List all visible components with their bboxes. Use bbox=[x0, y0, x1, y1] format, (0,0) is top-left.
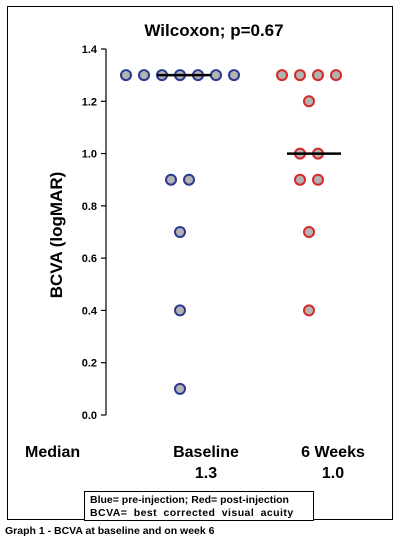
chart-title: Wilcoxon; p=0.67 bbox=[144, 21, 283, 40]
legend-line-color-key: Blue= pre-injection; Red= post-injection bbox=[90, 494, 289, 506]
data-point bbox=[276, 69, 288, 82]
data-point bbox=[174, 304, 186, 317]
median-lines bbox=[157, 73, 341, 155]
data-point bbox=[210, 69, 222, 82]
data-point bbox=[312, 173, 324, 186]
data-point bbox=[174, 382, 186, 395]
y-tick-label: 1.2 bbox=[82, 96, 97, 108]
median-label: Median bbox=[25, 444, 80, 461]
data-point bbox=[294, 69, 306, 82]
data-point bbox=[138, 69, 150, 82]
y-axis-ticks: 0.0 0.2 0.4 0.6 0.8 1.0 1.2 1.4 bbox=[82, 44, 106, 422]
bcva-scatter-chart: Wilcoxon; p=0.67 BCVA (logMAR) 0.0 0.2 0.4… bbox=[25, 21, 365, 482]
data-point bbox=[303, 95, 315, 108]
y-tick-label: 0.2 bbox=[82, 358, 97, 370]
y-tick-label: 0.4 bbox=[82, 305, 98, 317]
chart-frame: Wilcoxon; p=0.67 BCVA (logMAR) 0.0 0.2 0.4… bbox=[7, 6, 393, 521]
y-tick-label: 1.0 bbox=[82, 149, 97, 161]
data-point bbox=[312, 69, 324, 82]
y-tick-label: 0.8 bbox=[82, 201, 97, 213]
y-axis-label: BCVA (logMAR) bbox=[47, 172, 66, 299]
y-tick-label: 0.0 bbox=[82, 410, 97, 422]
category-label-6-weeks: 6 Weeks bbox=[301, 444, 365, 461]
legend-line-abbreviation: BCVA= best corrected visual acuity bbox=[90, 507, 294, 519]
data-point bbox=[330, 69, 342, 82]
data-point bbox=[303, 304, 315, 317]
data-point bbox=[183, 173, 195, 186]
median-value-baseline: 1.3 bbox=[195, 465, 217, 482]
figure-caption: Graph 1 - BCVA at baseline and on week 6 bbox=[5, 525, 215, 537]
data-point bbox=[294, 173, 306, 186]
data-point bbox=[228, 69, 240, 82]
y-tick-label: 1.4 bbox=[82, 44, 98, 56]
legend-box: Blue= pre-injection; Red= post-injection… bbox=[84, 491, 314, 521]
data-point bbox=[303, 226, 315, 238]
data-point bbox=[174, 226, 186, 238]
data-point bbox=[165, 173, 177, 186]
median-value-6-weeks: 1.0 bbox=[322, 465, 344, 482]
data-points bbox=[120, 69, 342, 395]
y-tick-label: 0.6 bbox=[82, 253, 97, 265]
data-point bbox=[120, 69, 132, 82]
category-label-baseline: Baseline bbox=[173, 444, 239, 461]
